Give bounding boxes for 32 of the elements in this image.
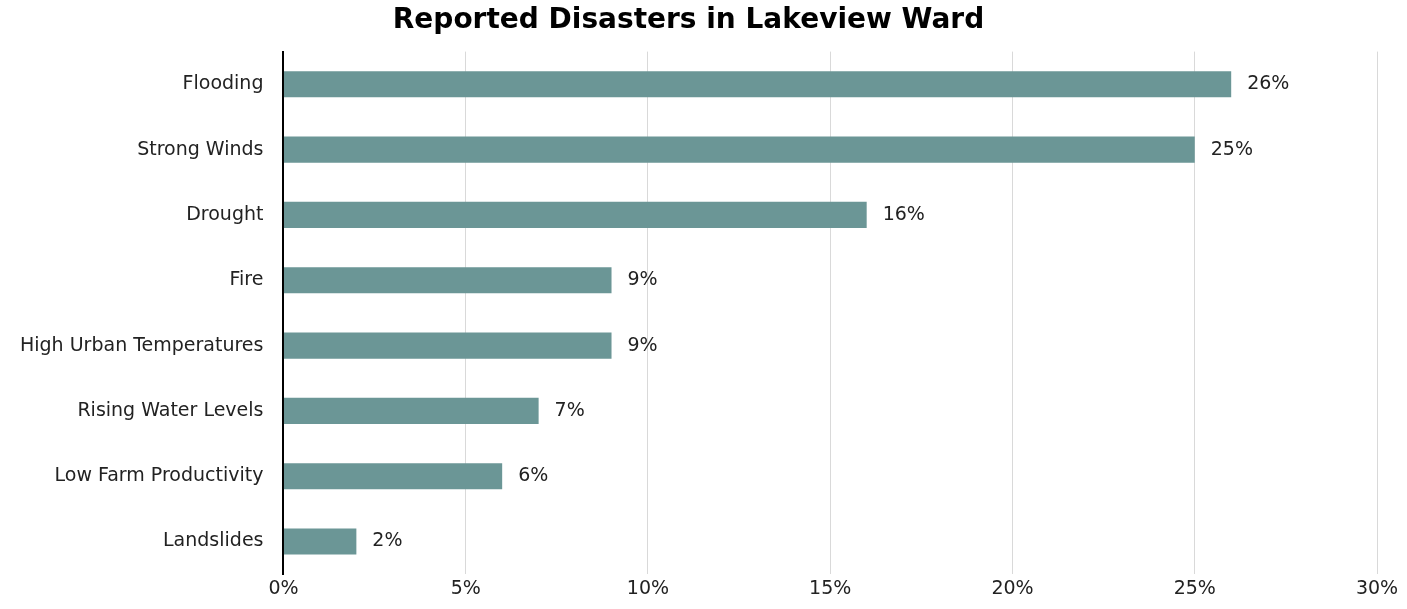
bar [283, 267, 612, 294]
data-label: 2% [372, 528, 403, 551]
bar [283, 528, 357, 555]
y-tick-label: Drought [186, 201, 264, 224]
y-tick-label: Fire [229, 267, 264, 290]
y-tick-label: Rising Water Levels [77, 397, 264, 420]
bar [283, 332, 612, 359]
x-tick-label: 5% [450, 575, 481, 598]
y-tick-label: Strong Winds [137, 136, 264, 159]
bar [283, 136, 1195, 163]
data-label: 26% [1247, 71, 1290, 94]
data-label: 16% [882, 201, 925, 224]
x-tick-label: 20% [991, 575, 1034, 598]
y-tick-label: Low Farm Productivity [54, 463, 264, 486]
x-tick-label: 25% [1173, 575, 1216, 598]
bar [283, 71, 1232, 98]
bar [283, 201, 867, 228]
y-tick-label: Landslides [163, 528, 264, 551]
bar [283, 463, 503, 490]
x-tick-label: 30% [1355, 575, 1399, 598]
data-label: 7% [554, 397, 585, 420]
data-label: 9% [627, 332, 658, 355]
x-tick-label: 15% [809, 575, 852, 598]
y-tick-label: Flooding [182, 71, 264, 94]
y-tick-label: High Urban Temperatures [20, 332, 264, 355]
x-tick-label: 0% [268, 575, 299, 598]
bar [283, 397, 539, 424]
data-label: 9% [627, 267, 658, 290]
data-label: 6% [518, 463, 549, 486]
x-tick-label: 10% [626, 575, 670, 598]
data-label: 25% [1210, 136, 1253, 159]
chart-title: Reported Disasters in Lakeview Ward [392, 2, 985, 36]
